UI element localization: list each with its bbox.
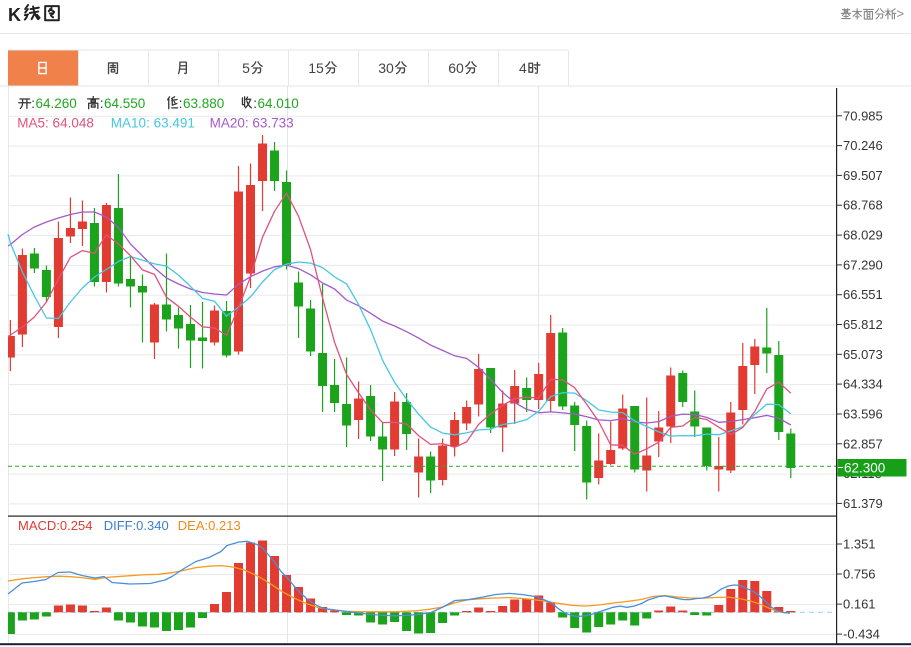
svg-text:64.260: 64.260 [36, 96, 77, 111]
svg-text:66.551: 66.551 [843, 287, 883, 302]
svg-text:15: 15 [308, 60, 324, 76]
svg-text:MA5: 64.048: MA5: 64.048 [17, 116, 94, 131]
svg-text:70.985: 70.985 [843, 108, 883, 123]
svg-text:MA20: 63.733: MA20: 63.733 [210, 116, 294, 131]
svg-text:DEA:0.213: DEA:0.213 [178, 518, 241, 533]
svg-text:0.161: 0.161 [843, 597, 876, 612]
svg-text:62.857: 62.857 [843, 436, 883, 451]
svg-text::: : [179, 96, 183, 111]
svg-text:68.029: 68.029 [843, 228, 883, 243]
svg-text:60: 60 [448, 60, 464, 76]
svg-text:>: > [897, 6, 905, 21]
svg-text:61.379: 61.379 [843, 496, 883, 511]
svg-text:1.351: 1.351 [843, 537, 876, 552]
svg-text:-0.434: -0.434 [843, 627, 880, 642]
svg-text:63.880: 63.880 [183, 96, 224, 111]
svg-text:65.812: 65.812 [843, 317, 883, 332]
svg-text:65.073: 65.073 [843, 347, 883, 362]
svg-text:MA10: 63.491: MA10: 63.491 [111, 116, 195, 131]
svg-text:62.300: 62.300 [844, 460, 885, 475]
svg-text:70.246: 70.246 [843, 138, 883, 153]
svg-text:30: 30 [378, 60, 394, 76]
svg-text:64.550: 64.550 [104, 96, 145, 111]
svg-text:67.290: 67.290 [843, 257, 883, 272]
svg-text:K: K [8, 5, 21, 25]
svg-text:5: 5 [242, 60, 250, 76]
svg-text:64.010: 64.010 [258, 96, 299, 111]
svg-text:4: 4 [519, 60, 527, 76]
svg-text::: : [100, 96, 104, 111]
svg-text:DIFF:0.340: DIFF:0.340 [104, 518, 169, 533]
svg-text:63.596: 63.596 [843, 407, 883, 422]
svg-text:64.334: 64.334 [843, 377, 883, 392]
svg-text::: : [31, 96, 35, 111]
svg-text::: : [253, 96, 257, 111]
svg-text:MACD:0.254: MACD:0.254 [18, 518, 92, 533]
svg-text:0.756: 0.756 [843, 567, 876, 582]
svg-text:68.768: 68.768 [843, 198, 883, 213]
svg-text:69.507: 69.507 [843, 168, 883, 183]
